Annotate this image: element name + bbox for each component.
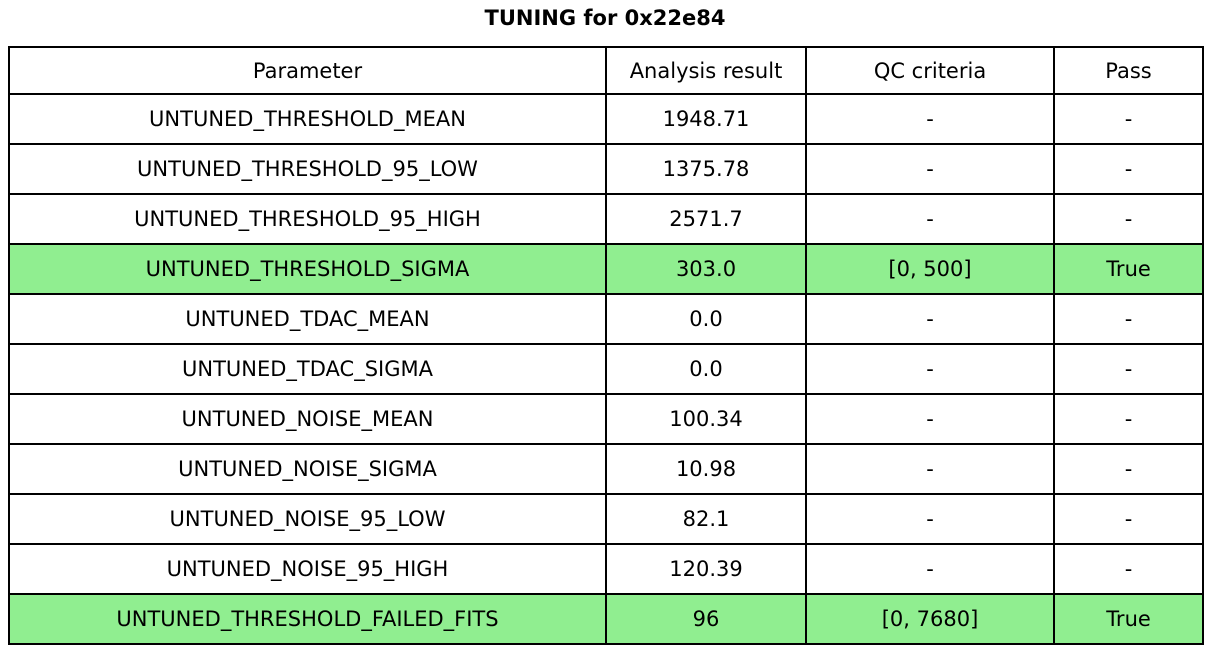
cell-qc-criteria: [0, 7680]	[805, 593, 1055, 645]
column-header-qc-criteria: QC criteria	[805, 46, 1055, 95]
table-row: UNTUNED_TDAC_MEAN 0.0 - -	[8, 293, 1204, 345]
table-row: UNTUNED_THRESHOLD_95_LOW 1375.78 - -	[8, 143, 1204, 195]
table-row: UNTUNED_NOISE_SIGMA 10.98 - -	[8, 443, 1204, 495]
cell-qc-criteria: [0, 500]	[805, 243, 1055, 295]
table-row: UNTUNED_THRESHOLD_FAILED_FITS 96 [0, 768…	[8, 593, 1204, 645]
page-title: TUNING for 0x22e84	[484, 6, 726, 30]
cell-analysis-result: 96	[605, 593, 807, 645]
cell-analysis-result: 2571.7	[605, 193, 807, 245]
table-row: UNTUNED_NOISE_MEAN 100.34 - -	[8, 393, 1204, 445]
table-body: UNTUNED_THRESHOLD_MEAN 1948.71 - - UNTUN…	[8, 93, 1204, 645]
cell-pass: True	[1053, 593, 1204, 645]
cell-pass: -	[1053, 143, 1204, 195]
cell-parameter: UNTUNED_NOISE_95_LOW	[8, 493, 607, 545]
cell-analysis-result: 303.0	[605, 243, 807, 295]
cell-analysis-result: 1375.78	[605, 143, 807, 195]
cell-qc-criteria: -	[805, 143, 1055, 195]
cell-pass: True	[1053, 243, 1204, 295]
cell-pass: -	[1053, 393, 1204, 445]
cell-parameter: UNTUNED_THRESHOLD_SIGMA	[8, 243, 607, 295]
cell-parameter: UNTUNED_THRESHOLD_MEAN	[8, 93, 607, 145]
column-header-pass: Pass	[1053, 46, 1204, 95]
cell-pass: -	[1053, 343, 1204, 395]
table-header-row: Parameter Analysis result QC criteria Pa…	[8, 46, 1204, 95]
column-header-parameter: Parameter	[8, 46, 607, 95]
cell-analysis-result: 1948.71	[605, 93, 807, 145]
cell-parameter: UNTUNED_THRESHOLD_95_HIGH	[8, 193, 607, 245]
table-row: UNTUNED_THRESHOLD_SIGMA 303.0 [0, 500] T…	[8, 243, 1204, 295]
cell-parameter: UNTUNED_NOISE_SIGMA	[8, 443, 607, 495]
cell-qc-criteria: -	[805, 93, 1055, 145]
cell-qc-criteria: -	[805, 293, 1055, 345]
cell-pass: -	[1053, 543, 1204, 595]
cell-qc-criteria: -	[805, 443, 1055, 495]
column-header-analysis-result: Analysis result	[605, 46, 807, 95]
cell-parameter: UNTUNED_THRESHOLD_95_LOW	[8, 143, 607, 195]
cell-pass: -	[1053, 93, 1204, 145]
cell-qc-criteria: -	[805, 193, 1055, 245]
table-row: UNTUNED_NOISE_95_LOW 82.1 - -	[8, 493, 1204, 545]
cell-qc-criteria: -	[805, 393, 1055, 445]
cell-qc-criteria: -	[805, 543, 1055, 595]
table-row: UNTUNED_NOISE_95_HIGH 120.39 - -	[8, 543, 1204, 595]
table-row: UNTUNED_TDAC_SIGMA 0.0 - -	[8, 343, 1204, 395]
cell-pass: -	[1053, 443, 1204, 495]
table-row: UNTUNED_THRESHOLD_95_HIGH 2571.7 - -	[8, 193, 1204, 245]
cell-parameter: UNTUNED_TDAC_SIGMA	[8, 343, 607, 395]
cell-analysis-result: 82.1	[605, 493, 807, 545]
cell-parameter: UNTUNED_TDAC_MEAN	[8, 293, 607, 345]
cell-analysis-result: 120.39	[605, 543, 807, 595]
table-row: UNTUNED_THRESHOLD_MEAN 1948.71 - -	[8, 93, 1204, 145]
cell-pass: -	[1053, 193, 1204, 245]
cell-analysis-result: 100.34	[605, 393, 807, 445]
cell-pass: -	[1053, 493, 1204, 545]
cell-analysis-result: 10.98	[605, 443, 807, 495]
cell-analysis-result: 0.0	[605, 293, 807, 345]
cell-pass: -	[1053, 293, 1204, 345]
cell-analysis-result: 0.0	[605, 343, 807, 395]
cell-parameter: UNTUNED_NOISE_MEAN	[8, 393, 607, 445]
cell-qc-criteria: -	[805, 343, 1055, 395]
qc-results-table: Parameter Analysis result QC criteria Pa…	[8, 46, 1204, 645]
cell-qc-criteria: -	[805, 493, 1055, 545]
cell-parameter: UNTUNED_THRESHOLD_FAILED_FITS	[8, 593, 607, 645]
cell-parameter: UNTUNED_NOISE_95_HIGH	[8, 543, 607, 595]
